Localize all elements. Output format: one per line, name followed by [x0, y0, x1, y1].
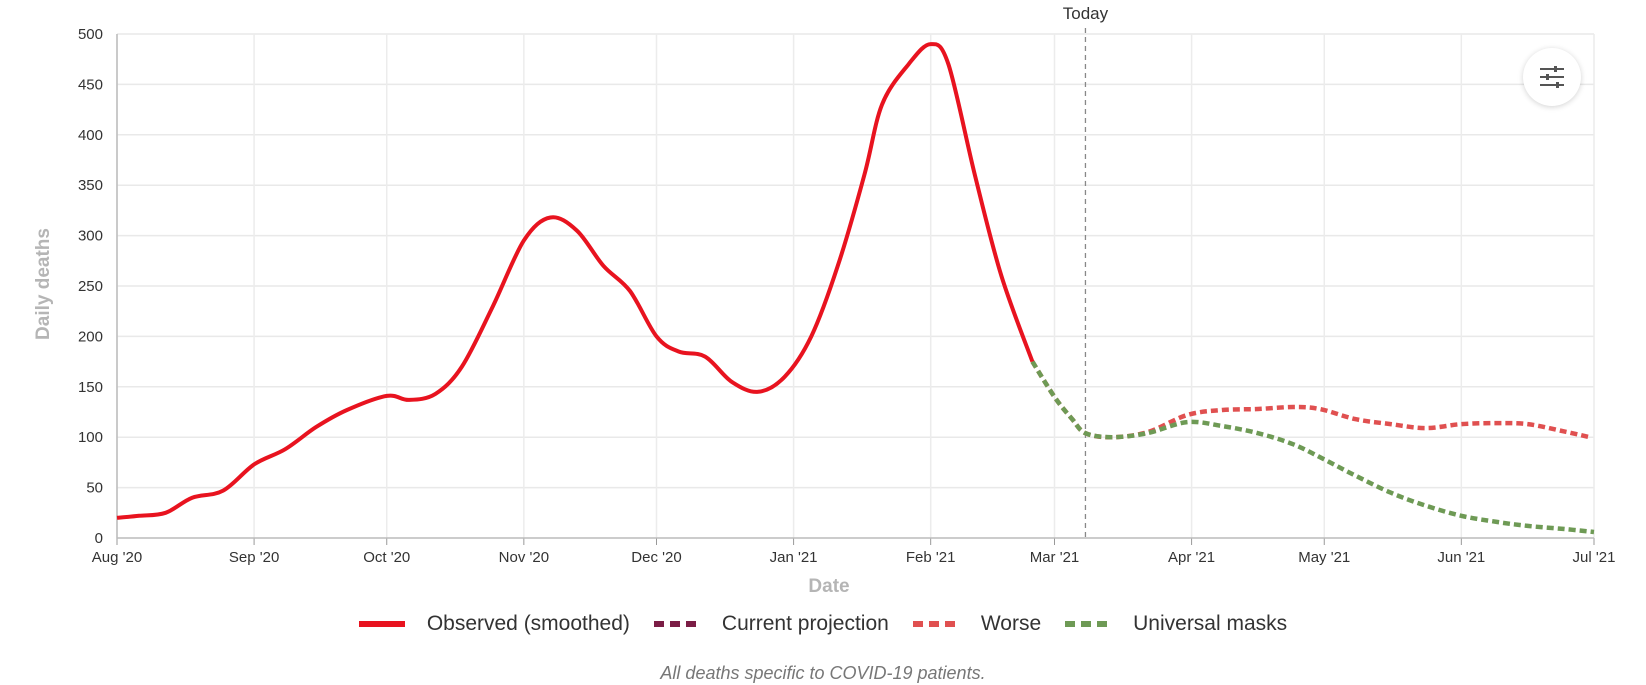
- legend: Observed (smoothed) Current projection W…: [0, 612, 1646, 636]
- legend-item-universal-masks[interactable]: Universal masks: [1065, 612, 1287, 636]
- x-tick-label-2021-03-01: Mar '21: [1030, 549, 1080, 566]
- y-tick-label-0: 0: [95, 530, 103, 547]
- y-tick-label-250: 250: [78, 278, 103, 295]
- y-tick-label-350: 350: [78, 177, 103, 194]
- y-tick-label-150: 150: [78, 379, 103, 396]
- y-axis-title: Daily deaths: [33, 228, 54, 340]
- legend-item-worse[interactable]: Worse: [912, 612, 1042, 636]
- x-tick-label-2020-10-01: Oct '20: [363, 549, 410, 566]
- grid: [116, 33, 1595, 538]
- chart: 0 50 100 150 200 250 300 350 400 450 500 Aug '20 Sep…: [33, 4, 1615, 597]
- y-tick-label-300: 300: [78, 228, 103, 245]
- x-tick-label-2020-12-01: Dec '20: [631, 549, 681, 566]
- legend-swatch-universal-masks: [1065, 621, 1112, 627]
- legend-label-current-projection: Current projection: [721, 612, 889, 635]
- x-tick-label-2020-09-01: Sep '20: [229, 549, 279, 566]
- x-tick-label-2021-02-01: Feb '21: [906, 549, 956, 566]
- x-tick-label-2021-04-01: Apr '21: [1168, 549, 1215, 566]
- legend-item-observed[interactable]: Observed (smoothed): [358, 612, 630, 636]
- y-tick-label-500: 500: [78, 26, 103, 43]
- series-line-observed-smoothed: [116, 42, 1035, 520]
- legend-swatch-current-projection: [653, 621, 700, 627]
- legend-label-universal-masks: Universal masks: [1133, 612, 1288, 635]
- y-tick-label-100: 100: [78, 429, 103, 446]
- footnote: All deaths specific to COVID-19 patients…: [660, 663, 986, 683]
- y-tick-label-50: 50: [86, 480, 103, 497]
- axes: 0 50 100 150 200 250 300 350 400 450 500 Aug '20 Sep…: [78, 4, 1615, 566]
- x-tick-label-2021-01-01: Jan '21: [770, 549, 818, 566]
- today-marker-label: Today: [1063, 4, 1109, 23]
- legend-label-worse: Worse: [980, 612, 1042, 635]
- y-tick-label-400: 400: [78, 127, 103, 144]
- legend-swatch-worse: [912, 621, 959, 627]
- x-tick-label-2021-07-01: Jul '21: [1573, 549, 1616, 566]
- x-tick-label-2020-11-01: Nov '20: [499, 549, 549, 566]
- legend-swatch-observed: [358, 621, 405, 627]
- legend-label-observed: Observed (smoothed): [426, 612, 630, 635]
- y-tick-label-200: 200: [78, 328, 103, 345]
- series-lines: [116, 42, 1595, 535]
- x-tick-label-2021-06-01: Jun '21: [1437, 549, 1485, 566]
- sliders-icon: [1540, 66, 1564, 88]
- y-tick-label-450: 450: [78, 76, 103, 93]
- x-tick-label-2021-05-01: May '21: [1298, 549, 1350, 566]
- x-axis-title: Date: [808, 576, 849, 597]
- chart-settings-button[interactable]: [1523, 48, 1581, 106]
- legend-item-current-projection[interactable]: Current projection: [653, 612, 889, 636]
- series-line-universal-masks: [1030, 360, 1595, 535]
- x-tick-label-2020-08-01: Aug '20: [92, 549, 142, 566]
- series-line-worse: [1030, 360, 1591, 440]
